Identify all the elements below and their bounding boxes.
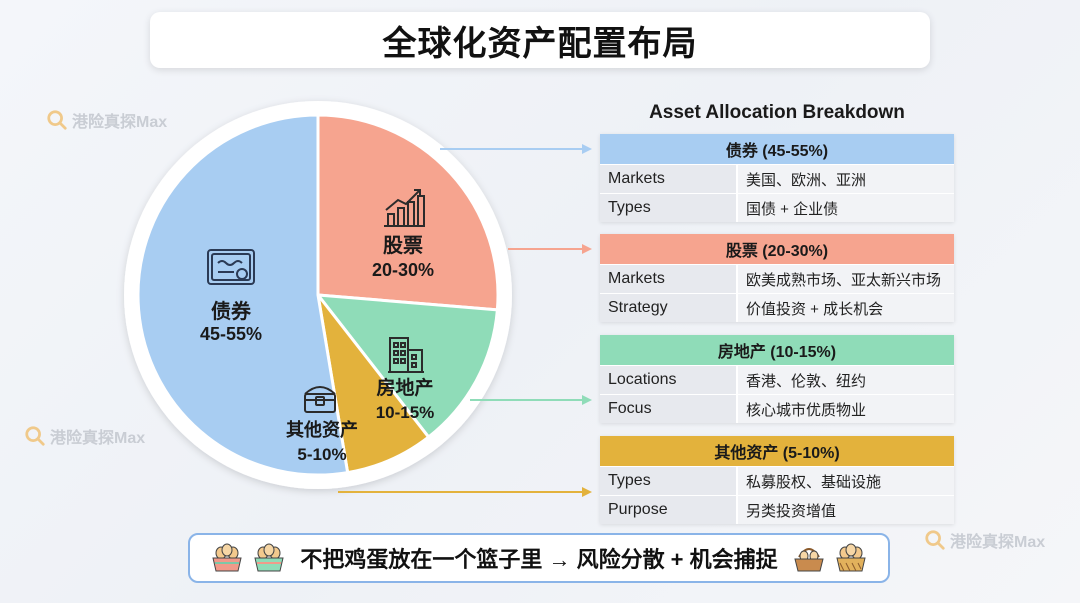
watermark: 港险真探Max (46, 108, 167, 132)
slice-label-bonds: 债券 (211, 299, 252, 323)
slice-range-realestate: 10-15% (376, 403, 435, 422)
egg-basket-icon (794, 548, 824, 572)
row-key: Locations (600, 366, 736, 394)
card-realestate: 房地产 (10-15%) Locations 香港、伦敦、纽约 Focus 核心… (600, 335, 954, 423)
slice-bonds (136, 113, 350, 477)
card-header: 其他资产 (5-10%) (600, 436, 954, 466)
card-row: Types 国债 + 企业债 (600, 193, 954, 222)
footer-slogan: 不把鸡蛋放在一个篮子里 → 风险分散 + 机会捕捉 (300, 547, 778, 572)
title-banner: 全球化资产配置布局 (150, 12, 930, 68)
row-value: 美国、欧洲、亚洲 (736, 165, 954, 193)
slice-label-realestate: 房地产 (376, 376, 433, 399)
egg-basket-icon (254, 543, 284, 572)
connector-other-arrowhead (582, 487, 592, 497)
card-row: Markets 美国、欧洲、亚洲 (600, 164, 954, 193)
connector-stocks-arrowhead (582, 244, 592, 254)
card-other: 其他资产 (5-10%) Types 私募股权、基础设施 Purpose 另类投… (600, 436, 954, 524)
card-row: Types 私募股权、基础设施 (600, 466, 954, 495)
breakdown-title: Asset Allocation Breakdown (649, 102, 905, 123)
row-value: 私募股权、基础设施 (736, 467, 954, 495)
stock-chart-icon (384, 189, 425, 227)
magnifier-icon (47, 110, 67, 130)
card-row: Markets 欧美成熟市场、亚太新兴市场 (600, 264, 954, 293)
certificate-icon (207, 249, 255, 285)
row-key: Strategy (600, 294, 736, 322)
watermark: 港险真探Max (24, 424, 145, 448)
card-row: Purpose 另类投资增值 (600, 495, 954, 524)
building-icon (388, 337, 424, 373)
card-row: Locations 香港、伦敦、纽约 (600, 365, 954, 394)
watermark: 港险真探Max (924, 528, 1045, 552)
slice-range-stocks: 20-30% (372, 260, 434, 280)
row-value: 核心城市优质物业 (736, 395, 954, 423)
footer-banner: 不把鸡蛋放在一个篮子里 → 风险分散 + 机会捕捉 (188, 533, 890, 583)
slice-range-bonds: 45-55% (200, 324, 262, 344)
magnifier-icon (25, 426, 45, 446)
card-header: 房地产 (10-15%) (600, 335, 954, 365)
row-key: Markets (600, 165, 736, 193)
card-stocks: 股票 (20-30%) Markets 欧美成熟市场、亚太新兴市场 Strate… (600, 234, 954, 322)
card-row: Strategy 价值投资 + 成长机会 (600, 293, 954, 322)
card-row: Focus 核心城市优质物业 (600, 394, 954, 423)
connector-bonds-arrowhead (582, 144, 592, 154)
connector-realestate-arrowhead (582, 395, 592, 405)
row-value: 价值投资 + 成长机会 (736, 294, 954, 322)
row-key: Purpose (600, 496, 736, 524)
egg-basket-icon (212, 543, 242, 572)
slice-label-stocks: 股票 (383, 234, 423, 257)
page-title: 全球化资产配置布局 (382, 24, 698, 63)
row-value: 欧美成熟市场、亚太新兴市场 (736, 265, 954, 293)
row-value: 国债 + 企业债 (736, 194, 954, 222)
row-key: Types (600, 467, 736, 495)
magnifier-icon (925, 530, 945, 550)
card-header: 股票 (20-30%) (600, 234, 954, 264)
card-header: 债券 (45-55%) (600, 134, 954, 164)
egg-basket-icon (836, 543, 866, 572)
row-key: Types (600, 194, 736, 222)
card-bonds: 债券 (45-55%) Markets 美国、欧洲、亚洲 Types 国债 + … (600, 134, 954, 222)
row-key: Focus (600, 395, 736, 423)
row-value: 另类投资增值 (736, 496, 954, 524)
treasure-chest-icon (304, 386, 336, 413)
row-value: 香港、伦敦、纽约 (736, 366, 954, 394)
slice-label-other: 其他资产 (286, 419, 358, 440)
slice-range-other: 5-10% (297, 445, 346, 464)
row-key: Markets (600, 265, 736, 293)
